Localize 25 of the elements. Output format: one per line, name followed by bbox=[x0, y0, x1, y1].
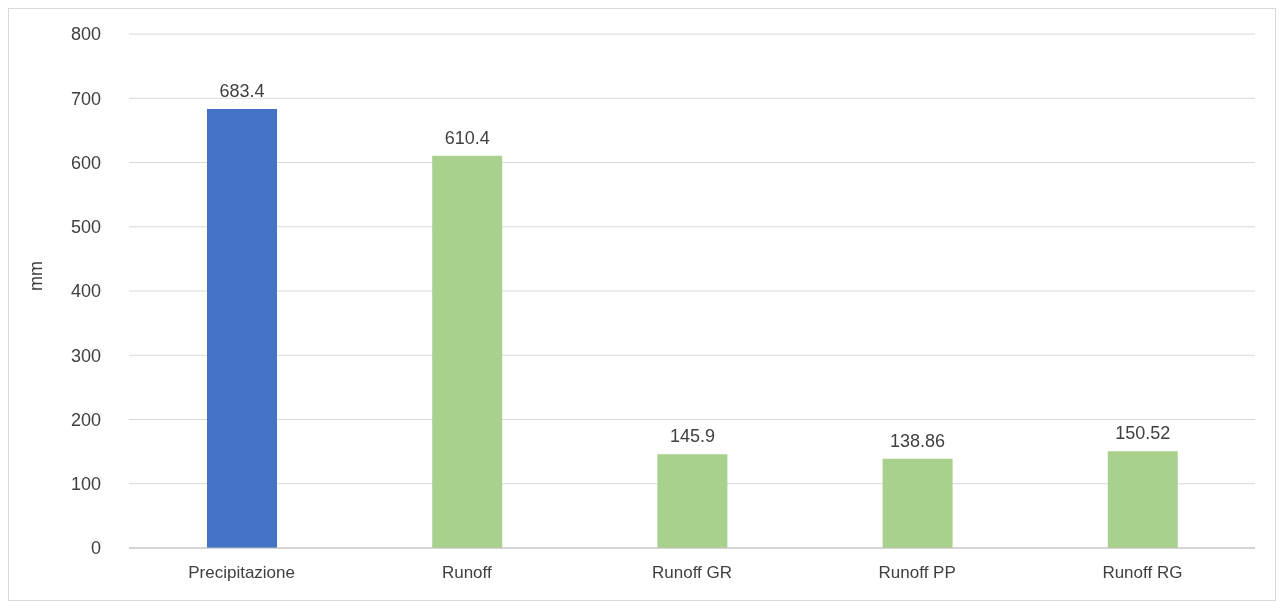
x-tick-label: Runoff PP bbox=[878, 563, 956, 583]
data-label: 138.86 bbox=[890, 430, 946, 451]
data-label: 145.9 bbox=[669, 426, 715, 447]
y-tick-label: 400 bbox=[70, 281, 101, 302]
bar bbox=[432, 155, 503, 548]
bar bbox=[207, 108, 277, 548]
bar bbox=[882, 458, 953, 548]
data-label: 610.4 bbox=[444, 127, 490, 148]
x-tick-label: Runoff GR bbox=[651, 563, 733, 583]
y-tick-label: 500 bbox=[70, 217, 101, 238]
x-tick-label: Runoff RG bbox=[1102, 563, 1183, 583]
x-tick-label: Runoff bbox=[441, 563, 492, 583]
y-axis-title: mm bbox=[26, 261, 47, 291]
x-tick-label: Precipitazione bbox=[188, 563, 295, 583]
y-tick-label: 800 bbox=[70, 24, 101, 45]
bar bbox=[1107, 451, 1178, 548]
y-tick-label: 100 bbox=[70, 474, 101, 495]
y-tick-label: 200 bbox=[70, 409, 101, 430]
y-tick-label: 0 bbox=[90, 538, 101, 559]
data-label: 683.4 bbox=[219, 80, 265, 101]
y-tick-label: 700 bbox=[70, 88, 101, 109]
y-tick-label: 600 bbox=[70, 152, 101, 173]
data-label: 150.52 bbox=[1115, 423, 1171, 444]
y-tick-label: 300 bbox=[70, 345, 101, 366]
bar bbox=[657, 454, 728, 548]
